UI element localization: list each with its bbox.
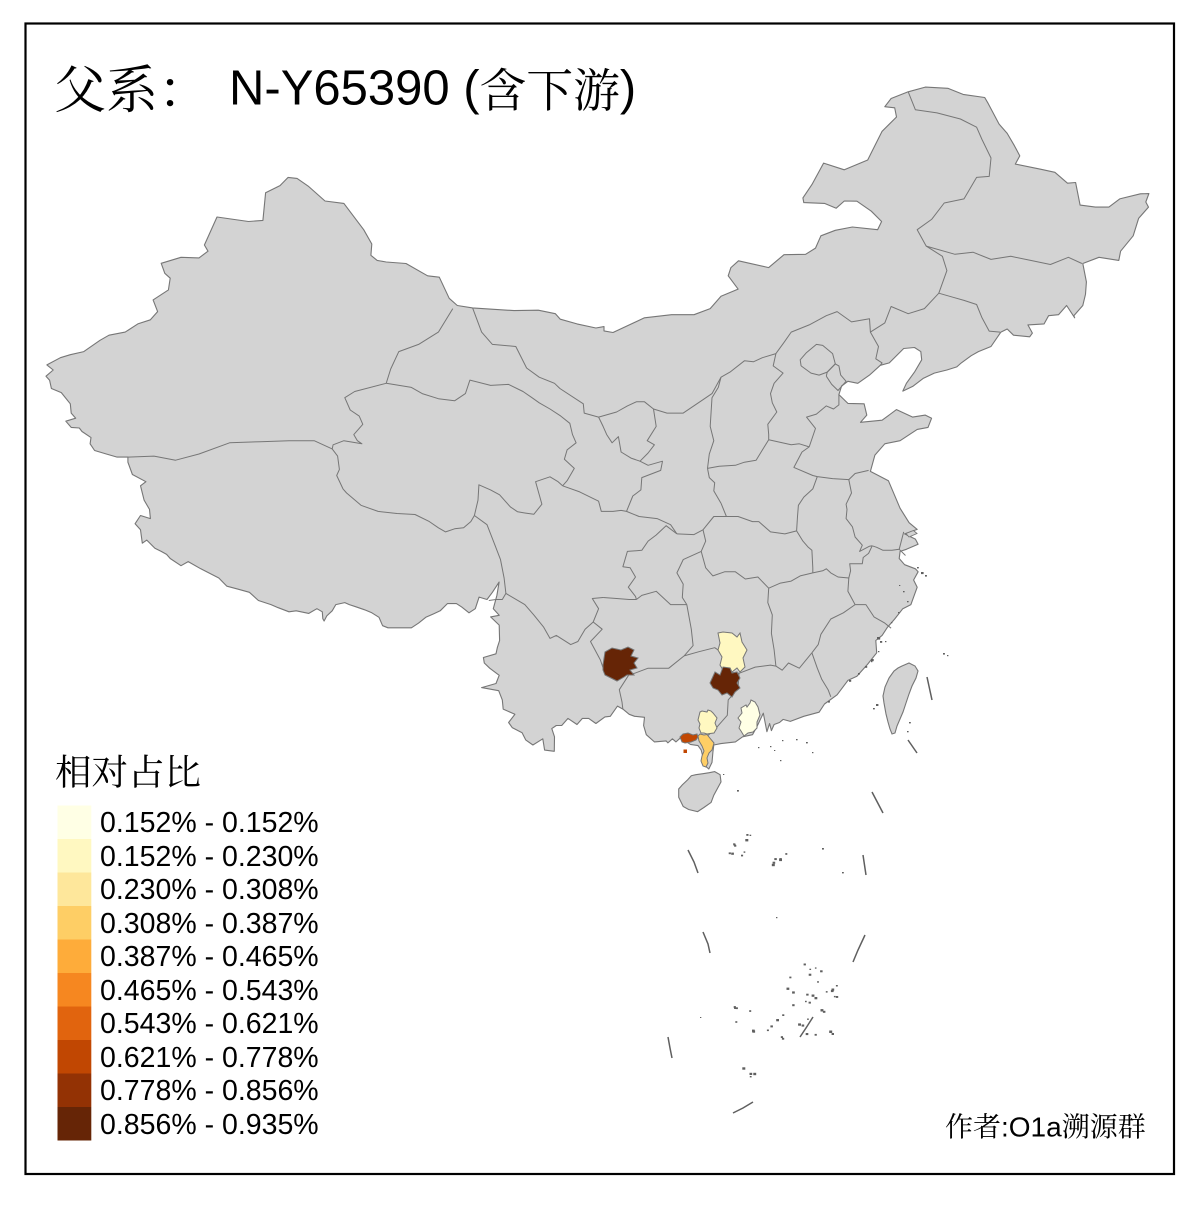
svg-text:N-Y65390 (: N-Y65390 ( xyxy=(229,62,480,116)
svg-text:0.308% - 0.387%: 0.308% - 0.387% xyxy=(100,908,319,940)
svg-text:0.621% - 0.778%: 0.621% - 0.778% xyxy=(100,1042,319,1074)
svg-text:): ) xyxy=(620,62,636,116)
svg-text:0.856% - 0.935%: 0.856% - 0.935% xyxy=(100,1109,319,1141)
svg-text:0.152% - 0.230%: 0.152% - 0.230% xyxy=(100,841,319,873)
svg-text:0.387% - 0.465%: 0.387% - 0.465% xyxy=(100,941,319,973)
svg-text:0.230% - 0.308%: 0.230% - 0.308% xyxy=(100,874,319,906)
svg-text:0.465% - 0.543%: 0.465% - 0.543% xyxy=(100,975,319,1007)
svg-text:0.543% - 0.621%: 0.543% - 0.621% xyxy=(100,1008,319,1040)
svg-text:0.152% - 0.152%: 0.152% - 0.152% xyxy=(100,807,319,839)
svg-text::O1a: :O1a xyxy=(1001,1112,1062,1143)
svg-text:0.778% - 0.856%: 0.778% - 0.856% xyxy=(100,1075,319,1107)
